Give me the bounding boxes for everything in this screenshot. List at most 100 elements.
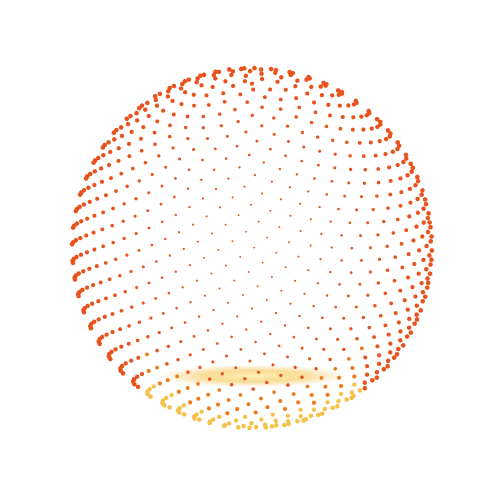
sphere-dot xyxy=(345,140,349,144)
sphere-dot xyxy=(323,384,328,389)
sphere-dot xyxy=(376,180,381,185)
sphere-dot xyxy=(241,66,247,71)
sphere-dot xyxy=(236,425,241,430)
sphere-dot xyxy=(86,185,91,191)
sphere-dot xyxy=(153,142,157,147)
sphere-dot xyxy=(176,357,180,362)
sphere-dot xyxy=(395,346,401,352)
sphere-dot xyxy=(92,169,98,174)
sphere-dot xyxy=(309,244,312,247)
sphere-dot xyxy=(373,153,378,158)
sphere-dot xyxy=(266,236,269,239)
sphere-dot xyxy=(196,396,201,401)
sphere-dot xyxy=(173,195,176,199)
sphere-dot xyxy=(198,73,203,79)
sphere-dot xyxy=(188,264,191,267)
sphere-dot xyxy=(175,306,178,310)
sphere-dot xyxy=(146,335,150,339)
sphere-dot xyxy=(325,193,329,196)
sphere-dot xyxy=(171,112,176,117)
sphere-dot xyxy=(423,201,429,207)
sphere-dot xyxy=(364,372,370,377)
sphere-dot xyxy=(259,76,265,82)
sphere-dot xyxy=(246,402,251,407)
sphere-dot xyxy=(137,320,142,324)
sphere-dot xyxy=(249,81,255,86)
sphere-dot xyxy=(361,315,365,320)
sphere-dot xyxy=(371,207,375,212)
sphere-dot xyxy=(401,159,406,165)
sphere-dot xyxy=(230,335,233,339)
sphere-dot xyxy=(339,89,345,95)
sphere-dot xyxy=(188,353,192,357)
sphere-dot xyxy=(235,144,239,148)
sphere-dot xyxy=(363,355,368,360)
sphere-dot xyxy=(87,199,92,204)
sphere-dot xyxy=(124,116,130,121)
sphere-dot xyxy=(406,275,411,280)
sphere-dot xyxy=(210,232,213,235)
sphere-dot xyxy=(195,279,199,282)
sphere-dot xyxy=(376,167,381,171)
sphere-dot xyxy=(255,139,259,143)
sphere-dot xyxy=(134,118,140,123)
sphere-dot xyxy=(295,173,299,176)
sphere-dot xyxy=(253,424,259,430)
sphere-dot xyxy=(143,107,148,112)
sphere-dot xyxy=(278,167,282,171)
sphere-dot xyxy=(298,413,303,419)
sphere-dot xyxy=(207,377,212,381)
sphere-dot xyxy=(273,418,279,424)
sphere-dot xyxy=(347,181,351,185)
sphere-dot xyxy=(101,210,106,215)
sphere-dot xyxy=(186,137,190,141)
sphere-dot xyxy=(407,186,413,192)
sphere-dot xyxy=(282,422,287,428)
sphere-dot xyxy=(131,166,135,171)
sphere-dot xyxy=(399,190,404,195)
sphere-dot xyxy=(83,176,89,181)
sphere-dot xyxy=(414,224,419,229)
sphere-dot xyxy=(201,197,205,200)
sphere-dot xyxy=(410,285,415,290)
sphere-dot xyxy=(268,66,274,72)
sphere-dot xyxy=(428,239,434,244)
sphere-dot xyxy=(369,126,374,131)
sphere-dot xyxy=(161,108,166,113)
sphere-dot xyxy=(429,248,435,253)
sphere-dot xyxy=(388,178,393,183)
sphere-dot xyxy=(250,113,254,118)
sphere-dot xyxy=(119,171,124,176)
sphere-dot xyxy=(299,202,302,205)
sphere-dot xyxy=(256,285,259,288)
sphere-dot xyxy=(150,243,154,247)
sphere-dot xyxy=(415,196,420,202)
sphere-dot xyxy=(221,91,226,96)
sphere-dot xyxy=(91,230,96,235)
sphere-dot xyxy=(206,103,211,107)
sphere-dot xyxy=(107,277,112,282)
sphere-dot xyxy=(128,113,133,119)
sphere-dot xyxy=(100,227,105,232)
sphere-dot xyxy=(192,416,197,421)
sphere-dot xyxy=(123,361,128,366)
sphere-dot xyxy=(278,399,283,403)
sphere-dot xyxy=(429,234,434,239)
sphere-dot xyxy=(164,165,168,169)
sphere-dot xyxy=(147,281,151,285)
sphere-dot xyxy=(203,256,206,259)
sphere-dot xyxy=(269,209,272,212)
sphere-dot xyxy=(286,383,290,387)
sphere-dot xyxy=(407,214,412,219)
sphere-dot xyxy=(192,334,196,338)
sphere-dot xyxy=(346,357,351,361)
sphere-dot xyxy=(111,130,117,136)
sphere-dot xyxy=(383,323,388,328)
sphere-dot xyxy=(357,140,362,145)
sphere-dot xyxy=(119,344,124,349)
sphere-dot xyxy=(231,83,236,88)
sphere-dot xyxy=(218,287,221,290)
sphere-dot xyxy=(96,317,101,322)
sphere-dot xyxy=(81,269,86,274)
sphere-dot xyxy=(157,330,161,335)
